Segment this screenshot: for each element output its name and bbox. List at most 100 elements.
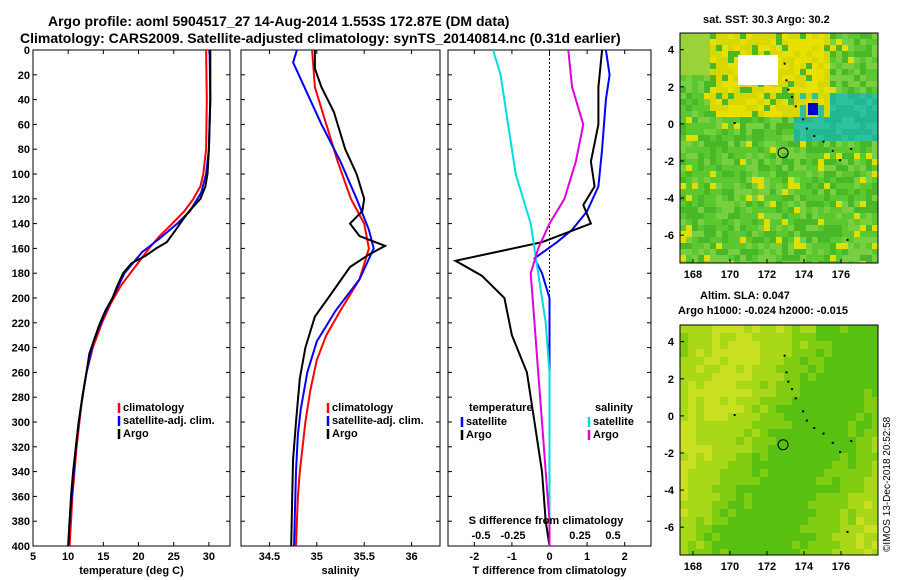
map-cell bbox=[794, 69, 800, 75]
map-cell bbox=[698, 249, 704, 255]
map-cell bbox=[746, 87, 752, 93]
map-cell bbox=[764, 243, 770, 249]
map-cell bbox=[824, 429, 832, 437]
map-cell bbox=[860, 207, 866, 213]
map-cell bbox=[680, 477, 688, 485]
map-cell bbox=[806, 183, 812, 189]
map-cell bbox=[842, 147, 848, 153]
map-cell bbox=[680, 225, 686, 231]
map-cell bbox=[716, 69, 722, 75]
map-cell bbox=[782, 189, 788, 195]
map-cell bbox=[836, 117, 842, 123]
map-cell bbox=[854, 123, 860, 129]
map-cell bbox=[818, 231, 824, 237]
map-cell bbox=[808, 389, 816, 397]
map-cell bbox=[740, 195, 746, 201]
map-cell bbox=[806, 63, 812, 69]
map-cell bbox=[800, 51, 806, 57]
map-cell bbox=[686, 207, 692, 213]
map-cell bbox=[854, 183, 860, 189]
map-cell bbox=[866, 111, 872, 117]
map-cell bbox=[806, 165, 812, 171]
map-cell bbox=[728, 213, 734, 219]
map-cell bbox=[860, 117, 866, 123]
map-cell bbox=[680, 485, 688, 493]
map-cell bbox=[872, 357, 878, 365]
map-cell bbox=[680, 357, 688, 365]
map-cell bbox=[770, 135, 776, 141]
map-cell bbox=[808, 509, 816, 517]
map-cell bbox=[768, 349, 776, 357]
map-cell bbox=[768, 493, 776, 501]
map-cell bbox=[784, 541, 792, 549]
map-cell bbox=[680, 111, 686, 117]
map-cell bbox=[712, 509, 720, 517]
map-cell bbox=[692, 51, 698, 57]
map-cell bbox=[740, 165, 746, 171]
map-cell bbox=[842, 105, 848, 111]
map-cell bbox=[740, 183, 746, 189]
map-cell bbox=[812, 165, 818, 171]
map-cell bbox=[770, 93, 776, 99]
map-cell bbox=[848, 207, 854, 213]
map-cell bbox=[716, 159, 722, 165]
map-cell bbox=[752, 453, 760, 461]
map-cell bbox=[716, 201, 722, 207]
map-cell bbox=[680, 341, 688, 349]
map-cell bbox=[698, 99, 704, 105]
map-cell bbox=[872, 501, 878, 509]
map-cell bbox=[746, 99, 752, 105]
map-cell bbox=[746, 129, 752, 135]
map-cell bbox=[758, 213, 764, 219]
map-cell bbox=[866, 231, 872, 237]
map-cell bbox=[764, 33, 770, 39]
map-cell bbox=[764, 237, 770, 243]
map-cell bbox=[686, 141, 692, 147]
map-cell bbox=[696, 341, 704, 349]
map-cell bbox=[764, 207, 770, 213]
map-cell bbox=[830, 63, 836, 69]
map-cell bbox=[872, 429, 878, 437]
map-cell bbox=[776, 51, 782, 57]
map-cell bbox=[722, 159, 728, 165]
map-cell bbox=[698, 141, 704, 147]
map-cell bbox=[728, 445, 736, 453]
map-cell bbox=[848, 413, 856, 421]
map-cell bbox=[840, 517, 848, 525]
map-cell bbox=[808, 437, 816, 445]
map-cell bbox=[872, 69, 878, 75]
map-cell bbox=[854, 255, 860, 261]
x-tick-label: 36 bbox=[405, 551, 417, 563]
map-cell bbox=[800, 75, 806, 81]
map-cell bbox=[848, 135, 854, 141]
map-cell bbox=[824, 219, 830, 225]
map-cell bbox=[836, 141, 842, 147]
map-cell bbox=[722, 87, 728, 93]
map-cell bbox=[728, 183, 734, 189]
map-cell bbox=[818, 213, 824, 219]
map-cell bbox=[744, 389, 752, 397]
map-cell bbox=[760, 541, 768, 549]
map-cell bbox=[848, 255, 854, 261]
map-cell bbox=[722, 207, 728, 213]
map-cell bbox=[692, 129, 698, 135]
map-cell bbox=[794, 75, 800, 81]
map-x-tick-label: 168 bbox=[684, 561, 702, 573]
map-cell bbox=[746, 189, 752, 195]
map-cell bbox=[776, 123, 782, 129]
y-tick-label: 180 bbox=[12, 268, 30, 280]
map-cell bbox=[734, 147, 740, 153]
map-cell bbox=[770, 147, 776, 153]
map-cell bbox=[856, 405, 864, 413]
map-cell bbox=[710, 159, 716, 165]
map-y-tick-label: -2 bbox=[664, 156, 674, 168]
map-cell bbox=[722, 135, 728, 141]
map-cell bbox=[808, 357, 816, 365]
map-cell bbox=[770, 117, 776, 123]
map-cell bbox=[776, 453, 784, 461]
map-cell bbox=[818, 117, 824, 123]
map-cell bbox=[704, 69, 710, 75]
map-cell bbox=[842, 117, 848, 123]
map-cell bbox=[776, 549, 784, 555]
map-cell bbox=[704, 445, 712, 453]
